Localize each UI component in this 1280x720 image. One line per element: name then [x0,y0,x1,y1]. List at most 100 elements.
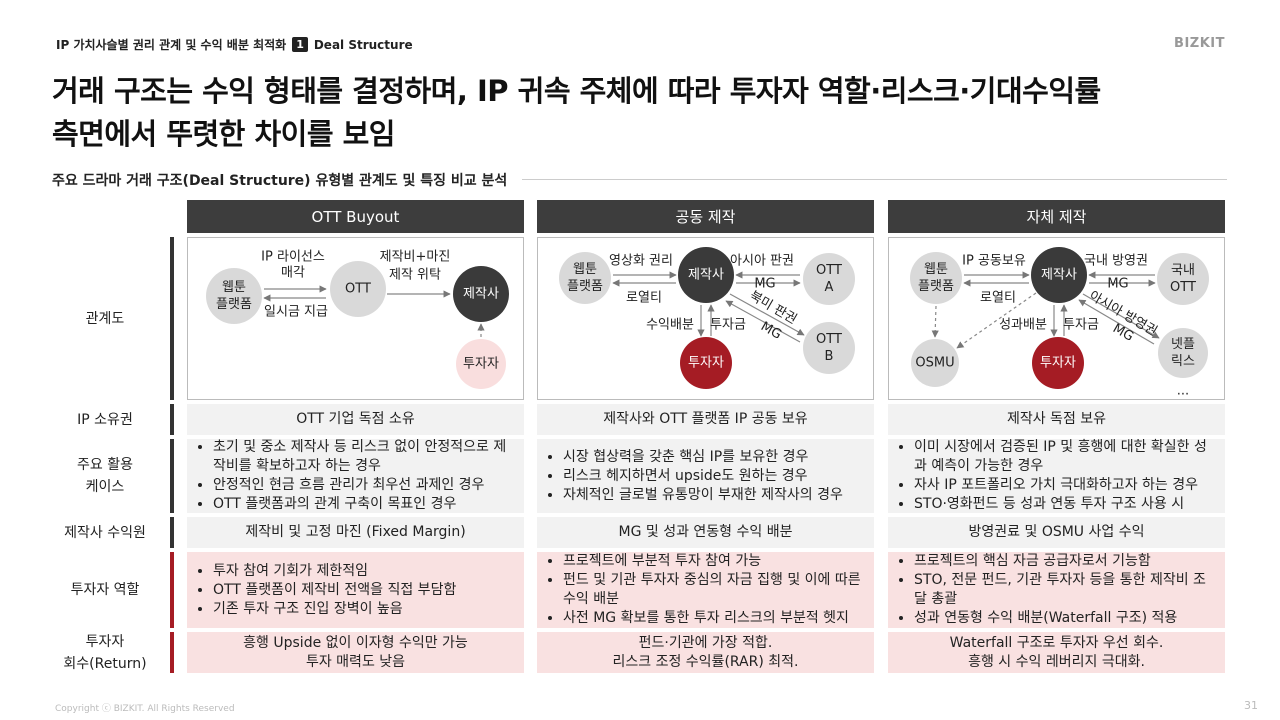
edge-label: 투자금 [1063,318,1099,333]
node-label: A [825,280,834,295]
arrow [1082,293,1160,339]
node [559,252,611,304]
bullet-list: 시장 협상력을 갖춘 핵심 IP를 보유한 경우리스크 헤지하면서 upside… [547,448,864,505]
node-label: 넷플 [1171,337,1195,352]
node-label: 투자자 [688,356,724,371]
edge-label: IP 공동보유 [962,254,1026,269]
edge-label: ... [1177,384,1189,399]
row-label: 투자자 역할 [40,552,170,628]
cell: 펀드·기관에 가장 적합. 리스크 조정 수익률(RAR) 최적. [537,632,874,673]
cell-line: 리스크 조정 수익률(RAR) 최적. [612,653,799,670]
edge-label: 제작비+마진 [380,250,451,265]
bullet: 성과 연동형 수익 배분(Waterfall 구조) 적용 [914,609,1215,628]
edge-label: IP 라이선스 [261,250,325,265]
node [678,247,734,303]
cell: 초기 및 중소 제작사 등 리스크 없이 안정적으로 제작비를 확보하고자 하는… [187,439,524,513]
row-bar [170,439,174,513]
arrow [725,300,801,343]
bullet: 초기 및 중소 제작사 등 리스크 없이 안정적으로 제작비를 확보하고자 하는… [213,438,514,476]
node-label: OTT [816,332,842,347]
cell: MG 및 성과 연동형 수익 배분 [537,517,874,548]
edge-label: 매각 [281,266,305,281]
cell: OTT 기업 독점 소유 [187,404,524,435]
cell: 흥행 Upside 없이 이자형 수익만 가능 투자 매력도 낮음 [187,632,524,673]
bullet: 기존 투자 구조 진입 장벽이 높음 [213,600,514,619]
badge-label: Deal Structure [313,37,413,52]
copyright: Copyright ⓒ BIZKIT. All Rights Reserved [55,704,235,714]
brand: BIZKIT [1174,36,1225,51]
node [911,339,959,387]
bullet-list: 프로젝트의 핵심 자금 공급자로서 기능함STO, 전문 펀드, 기관 투자자 … [898,552,1215,628]
bullet: 리스크 헤지하면서 upside도 원하는 경우 [563,467,864,486]
column-header: OTT Buyout [187,200,524,233]
bullet: 펀드 및 기관 투자자 중심의 자금 집행 및 이에 따른 수익 배분 [563,571,864,609]
edge-label: 일시금 지급 [264,305,328,320]
bullet: OTT 플랫폼과의 관계 구축이 목표인 경우 [213,495,514,514]
row-bar [170,404,174,435]
bullet-list: 이미 시장에서 검증된 IP 및 흥행에 대한 확실한 성과 예측이 가능한 경… [898,438,1215,514]
row-label: 관계도 [40,237,170,400]
title-line: 거래 구조는 수익 형태를 결정하며, IP 귀속 주체에 따라 투자자 역할·… [52,74,1101,108]
page-number: 31 [1244,699,1258,712]
bullet: 프로젝트의 핵심 자금 공급자로서 기능함 [914,552,1215,571]
edge-label: 아시아 판권 [730,254,794,269]
edge-label: 수익배분 [646,318,694,333]
node [803,253,855,305]
node-label: 국내 [1171,263,1195,278]
bullet: 투자 참여 기회가 제한적임 [213,562,514,581]
relationship-diagram: 웹툰 플랫폼 제작사 OTT A OTT B 투자자 영상화 권리 로열티 아시아 판권 MG 북미 판… [537,237,874,400]
cell: 제작비 및 고정 마진 (Fixed Margin) [187,517,524,548]
column-header: 공동 제작 [537,200,874,233]
node [330,261,386,317]
cell-line: 흥행 Upside 없이 이자형 수익만 가능 [243,634,468,651]
node-label: 투자자 [463,357,499,372]
bullet: 프로젝트에 부분적 투자 참여 가능 [563,552,864,571]
node [206,268,262,324]
row-label: 제작사 수익원 [40,517,170,548]
section-label: IP 가치사슬별 권리 관계 및 수익 배분 최적화 [56,38,287,52]
row-bar [170,632,174,673]
edge-label: MG [1107,277,1128,292]
edge-label: 투자금 [710,318,746,333]
row-label-line: 투자자 역할 [70,582,140,598]
node-label: B [825,349,834,364]
divider [522,179,1227,180]
node [1032,337,1084,389]
cell: 프로젝트에 부분적 투자 참여 가능펀드 및 기관 투자자 중심의 자금 집행 … [537,552,874,628]
row-bar [170,552,174,628]
bullet-list: 프로젝트에 부분적 투자 참여 가능펀드 및 기관 투자자 중심의 자금 집행 … [547,552,864,628]
column-header: 자체 제작 [888,200,1225,233]
node-label: OSMU [915,356,954,371]
cell: 프로젝트의 핵심 자금 공급자로서 기능함STO, 전문 펀드, 기관 투자자 … [888,552,1225,628]
row-label: IP 소유권 [40,404,170,435]
node-label: 제작사 [463,287,499,302]
bullet: 이미 시장에서 검증된 IP 및 흥행에 대한 확실한 성과 예측이 가능한 경… [914,438,1215,476]
cell: 제작사 독점 보유 [888,404,1225,435]
cell: 방영권료 및 OSMU 사업 수익 [888,517,1225,548]
cell: Waterfall 구조로 투자자 우선 회수. 흥행 시 수익 레버리지 극대화… [888,632,1225,673]
node [453,266,509,322]
bullet: 자체적인 글로벌 유통망이 부재한 제작사의 경우 [563,486,864,505]
arrow [1078,299,1155,345]
edge-label: 국내 방영권 [1084,254,1148,269]
subtitle: 주요 드라마 거래 구조(Deal Structure) 유형별 관계도 및 특… [52,173,508,189]
node [456,339,506,389]
row-bar [170,517,174,548]
row-label-line: IP 소유권 [77,411,133,428]
row-label-line: 관계도 [85,310,125,327]
node-label: 플랫폼 [567,279,603,294]
node [1157,253,1209,305]
node [680,337,732,389]
row-label: 투자자 회수(Return) [40,632,170,673]
row-label-line: 주요 활용 [77,457,133,473]
edge-label: MG [754,277,775,292]
header: IP 가치사슬별 권리 관계 및 수익 배분 최적화 1 Deal Struct… [56,36,413,53]
bullet: STO, 전문 펀드, 기관 투자자 등을 통한 제작비 조달 총괄 [914,571,1215,609]
bullet-list: 투자 참여 기회가 제한적임OTT 플랫폼이 제작비 전액을 직접 부담함기존 … [197,562,514,619]
edge-label: 성과배분 [999,318,1047,333]
dashed-arrow [931,305,939,338]
row-label-line: 회수(Return) [63,655,147,672]
node-label: 제작사 [1041,268,1077,283]
